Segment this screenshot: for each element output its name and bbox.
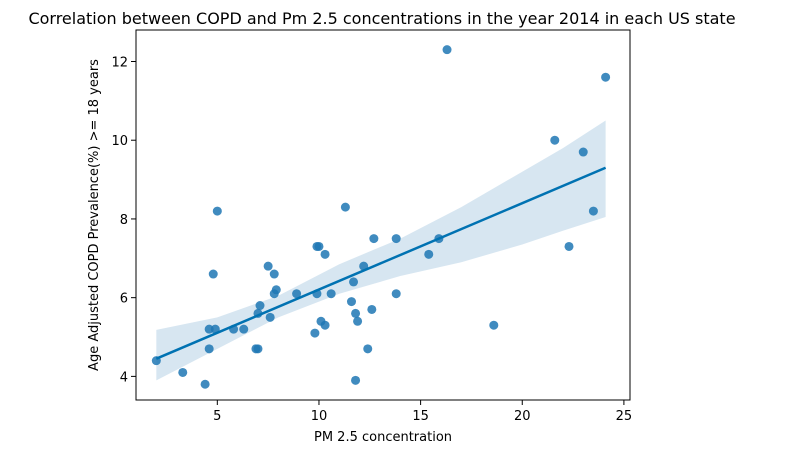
data-point-45 xyxy=(564,241,574,251)
data-point-33 xyxy=(351,375,361,385)
data-point-3 xyxy=(204,344,214,354)
data-point-46 xyxy=(578,147,588,157)
x-axis-ticks: 5 10 15 20 25 xyxy=(213,400,632,424)
y-axis-label: Age Adjusted COPD Prevalence(%) >= 18 ye… xyxy=(87,59,102,371)
data-point-40 xyxy=(424,249,434,259)
x-tick-label-25: 25 xyxy=(616,409,633,424)
data-point-29 xyxy=(346,297,356,307)
data-point-28 xyxy=(340,202,350,212)
y-tick-label-8: 8 xyxy=(120,213,128,228)
data-point-48 xyxy=(601,72,611,82)
y-axis-ticks: 4 6 8 10 12 xyxy=(111,55,136,385)
data-point-23 xyxy=(314,241,324,251)
data-point-37 xyxy=(369,234,379,244)
regression-line xyxy=(155,166,607,360)
data-point-9 xyxy=(239,324,249,334)
regression-line-layer xyxy=(155,166,607,360)
data-point-18 xyxy=(271,285,281,295)
data-point-27 xyxy=(326,289,336,299)
x-tick-label-10: 10 xyxy=(311,409,328,424)
data-point-7 xyxy=(212,206,222,216)
x-tick-label-15: 15 xyxy=(412,409,429,424)
x-tick-label-20: 20 xyxy=(514,409,531,424)
data-point-42 xyxy=(442,45,452,55)
plot-frame xyxy=(135,29,631,401)
data-point-32 xyxy=(353,316,363,326)
y-tick-label-4: 4 xyxy=(120,370,128,385)
data-point-44 xyxy=(550,135,560,145)
data-point-25 xyxy=(320,320,330,330)
data-point-39 xyxy=(391,234,401,244)
data-point-38 xyxy=(391,289,401,299)
data-point-47 xyxy=(588,206,598,216)
data-point-43 xyxy=(489,320,499,330)
data-point-35 xyxy=(363,344,373,354)
confidence-band xyxy=(156,120,606,381)
data-point-26 xyxy=(320,249,330,259)
data-point-15 xyxy=(263,261,273,271)
data-point-11 xyxy=(253,344,263,354)
y-tick-label-6: 6 xyxy=(120,292,128,307)
data-point-31 xyxy=(351,308,361,318)
x-axis-label: PM 2.5 concentration xyxy=(314,430,452,445)
data-point-20 xyxy=(310,328,320,338)
data-point-2 xyxy=(200,379,210,389)
data-point-16 xyxy=(269,269,279,279)
y-tick-label-10: 10 xyxy=(111,134,128,149)
x-tick-label-5: 5 xyxy=(213,409,221,424)
data-point-14 xyxy=(265,312,275,322)
chart-title: Correlation between COPD and Pm 2.5 conc… xyxy=(28,9,735,28)
data-point-30 xyxy=(349,277,359,287)
data-point-13 xyxy=(255,301,265,311)
data-point-6 xyxy=(208,269,218,279)
confidence-band-layer xyxy=(156,120,606,381)
data-point-1 xyxy=(178,367,188,377)
data-point-19 xyxy=(292,289,302,299)
data-point-36 xyxy=(367,304,377,314)
y-tick-label-12: 12 xyxy=(111,55,128,70)
